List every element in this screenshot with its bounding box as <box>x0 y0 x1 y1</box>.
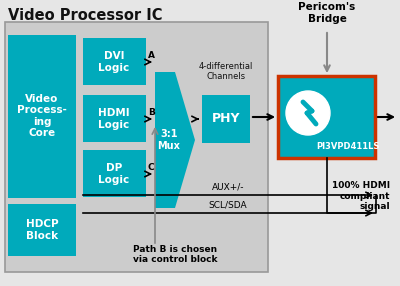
Text: PI3VPD411LS: PI3VPD411LS <box>316 142 380 151</box>
Bar <box>8 35 76 198</box>
Text: C: C <box>148 163 155 172</box>
Bar <box>83 150 146 197</box>
Text: A: A <box>148 51 155 60</box>
Text: HDMI
Logic: HDMI Logic <box>98 108 130 130</box>
Text: 100% HDMI
compliant
signal: 100% HDMI compliant signal <box>332 181 390 211</box>
Text: Video Processor IC: Video Processor IC <box>8 8 162 23</box>
Text: DVI
Logic: DVI Logic <box>98 51 130 73</box>
Bar <box>83 95 146 142</box>
Text: Pericom's
Bridge: Pericom's Bridge <box>298 2 356 24</box>
Text: 4-differential
Channels: 4-differential Channels <box>199 61 253 81</box>
Bar <box>8 204 76 256</box>
Bar <box>5 22 268 272</box>
Text: 3:1
Mux: 3:1 Mux <box>158 129 180 151</box>
Bar <box>278 76 375 158</box>
Text: B: B <box>148 108 155 117</box>
Text: AUX+/-: AUX+/- <box>212 182 244 191</box>
Bar <box>83 38 146 85</box>
Polygon shape <box>155 72 195 208</box>
Text: PHY: PHY <box>212 112 240 126</box>
Text: HDCP
Block: HDCP Block <box>26 219 58 241</box>
Circle shape <box>286 91 330 135</box>
Text: Path B is chosen
via control block: Path B is chosen via control block <box>133 245 217 264</box>
Bar <box>202 95 250 143</box>
Text: SCL/SDA: SCL/SDA <box>209 200 247 209</box>
Text: DP
Logic: DP Logic <box>98 163 130 185</box>
Text: Video
Process-
ing
Core: Video Process- ing Core <box>17 94 67 138</box>
